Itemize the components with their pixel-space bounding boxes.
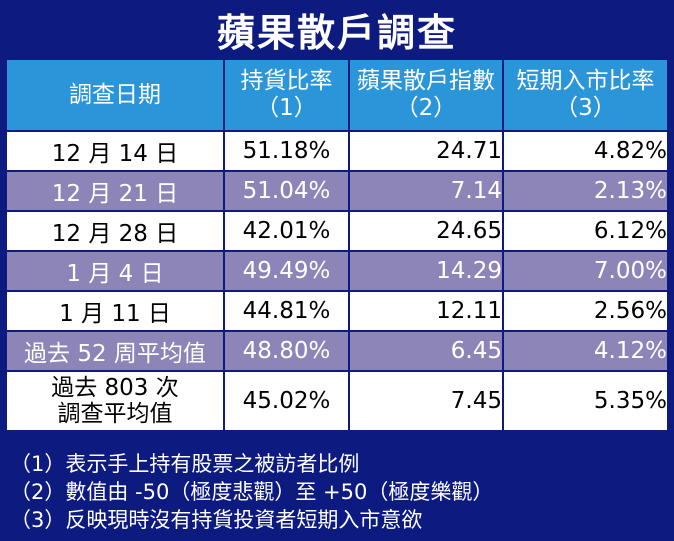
table-row: 12 月 28 日 42.01% 24.65 6.12% <box>5 210 669 252</box>
row-ratio: 5.35% <box>502 370 669 432</box>
row-index: 12.11 <box>348 290 504 332</box>
row-date: 過去 52 周平均值 <box>5 330 225 372</box>
header-ratio-note: （3） <box>555 95 616 121</box>
row-date-line1: 過去 803 次 <box>51 375 179 401</box>
header-holding-label: 持貨比率 <box>240 68 333 94</box>
row-index: 7.45 <box>348 370 504 432</box>
table-header-row: 調查日期 持貨比率 （1） 蘋果散戶指數 （2） 短期入市比率 （3） <box>5 58 669 132</box>
header-holding: 持貨比率 （1） <box>223 58 350 132</box>
table-row: 1 月 4 日 49.49% 14.29 7.00% <box>5 250 669 292</box>
footnote-1: （1）表示手上持有股票之被訪者比例 <box>10 452 360 476</box>
row-holding: 42.01% <box>223 210 350 252</box>
row-holding: 49.49% <box>223 250 350 292</box>
header-date: 調查日期 <box>5 58 225 132</box>
row-date: 12 月 28 日 <box>5 210 225 252</box>
table-row: 12 月 14 日 51.18% 24.71 4.82% <box>5 130 669 172</box>
row-ratio: 4.82% <box>502 130 669 172</box>
footnote-2: （2）數值由 -50（極度悲觀）至 +50（極度樂觀） <box>10 480 494 504</box>
table-row: 12 月 21 日 51.04% 7.14 2.13% <box>5 170 669 212</box>
row-date-line2: 調查平均值 <box>57 401 173 427</box>
row-ratio: 2.56% <box>502 290 669 332</box>
survey-table: 調查日期 持貨比率 （1） 蘋果散戶指數 （2） 短期入市比率 （3） 12 月… <box>5 58 669 432</box>
header-ratio-label: 短期入市比率 <box>516 68 655 94</box>
table-row: 過去 803 次 調查平均值 45.02% 7.45 5.35% <box>5 370 669 432</box>
row-holding: 51.04% <box>223 170 350 212</box>
row-holding: 45.02% <box>223 370 350 432</box>
row-index: 7.14 <box>348 170 504 212</box>
header-holding-note: （1） <box>256 95 317 121</box>
row-ratio: 2.13% <box>502 170 669 212</box>
header-ratio: 短期入市比率 （3） <box>502 58 669 132</box>
row-ratio: 6.12% <box>502 210 669 252</box>
header-index-note: （2） <box>395 95 457 121</box>
table-row: 1 月 11 日 44.81% 12.11 2.56% <box>5 290 669 332</box>
footnotes: （1）表示手上持有股票之被訪者比例 （2）數值由 -50（極度悲觀）至 +50（… <box>10 450 670 534</box>
header-date-label: 調查日期 <box>69 81 161 108</box>
row-index: 14.29 <box>348 250 504 292</box>
row-date: 1 月 4 日 <box>5 250 225 292</box>
row-ratio: 4.12% <box>502 330 669 372</box>
table-row: 過去 52 周平均值 48.80% 6.45 4.12% <box>5 330 669 372</box>
row-date: 12 月 21 日 <box>5 170 225 212</box>
header-index: 蘋果散戶指數 （2） <box>348 58 504 132</box>
row-index: 24.71 <box>348 130 504 172</box>
header-index-label: 蘋果散戶指數 <box>357 68 495 94</box>
row-date: 1 月 11 日 <box>5 290 225 332</box>
row-index: 6.45 <box>348 330 504 372</box>
row-index: 24.65 <box>348 210 504 252</box>
row-holding: 44.81% <box>223 290 350 332</box>
row-holding: 51.18% <box>223 130 350 172</box>
row-date: 12 月 14 日 <box>5 130 225 172</box>
row-holding: 48.80% <box>223 330 350 372</box>
row-date: 過去 803 次 調查平均值 <box>5 370 225 432</box>
row-ratio: 7.00% <box>502 250 669 292</box>
footnote-3: （3）反映現時沒有持貨投資者短期入市意欲 <box>10 508 423 532</box>
page-title: 蘋果散戶調查 <box>216 10 457 55</box>
